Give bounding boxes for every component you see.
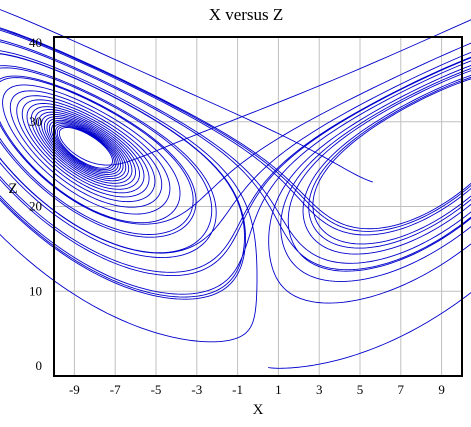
x-tick-label: -9 (69, 382, 80, 397)
x-tick-label: 1 (275, 382, 282, 397)
y-tick-label: 30 (29, 114, 42, 129)
y-tick-label: 0 (36, 358, 43, 373)
x-tick-label: 9 (438, 382, 445, 397)
y-tick-label: 10 (29, 283, 42, 298)
y-axis-label: Z (8, 181, 17, 197)
y-tick-label: 40 (29, 35, 42, 50)
x-tick-label: 7 (398, 382, 405, 397)
x-axis-label: X (253, 402, 264, 418)
series-line (0, 9, 471, 369)
x-tick-label: -7 (110, 382, 121, 397)
x-tick-label: -1 (232, 382, 243, 397)
y-tick-label: 20 (29, 199, 42, 214)
x-tick-label: -3 (191, 382, 202, 397)
x-tick-label: 3 (316, 382, 323, 397)
series-group (0, 9, 471, 369)
chart-title: X versus Z (209, 5, 284, 24)
x-tick-label: 5 (357, 382, 364, 397)
x-tick-label: -5 (151, 382, 162, 397)
tick-labels: -9 -7 -5 -3 -1 1 3 5 7 9 0 10 20 30 40 (29, 35, 445, 397)
plot-area-border (53, 36, 463, 377)
